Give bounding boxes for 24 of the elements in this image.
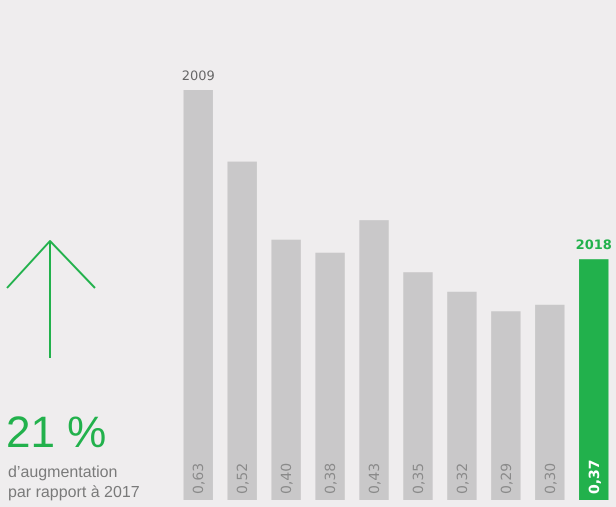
data-label: 0,32: [454, 462, 471, 494]
bar: [447, 292, 477, 500]
bar: [491, 311, 521, 500]
data-label: 0,35: [410, 462, 427, 494]
bar: [535, 304, 565, 500]
data-label: 0,30: [542, 462, 559, 494]
bar: [184, 90, 213, 500]
x-tick-label: 2018: [576, 238, 612, 254]
bar: [403, 272, 433, 500]
data-label: 0,29: [498, 462, 515, 494]
data-label: 0,63: [191, 462, 208, 494]
bar: [579, 259, 608, 500]
x-tick-label: 2009: [182, 69, 215, 84]
data-label: 0,37: [586, 459, 603, 494]
data-label: 0,40: [279, 462, 296, 494]
bar: [227, 162, 257, 500]
bar: [315, 252, 345, 500]
bar: [359, 220, 389, 500]
bar: [271, 240, 301, 500]
data-label: 0,52: [235, 462, 252, 494]
text: 21 %: [6, 408, 106, 457]
data-label: 0,38: [323, 462, 340, 494]
data-label: 0,43: [367, 462, 384, 494]
text: d’augmentation par rapport à 2017: [8, 464, 140, 501]
